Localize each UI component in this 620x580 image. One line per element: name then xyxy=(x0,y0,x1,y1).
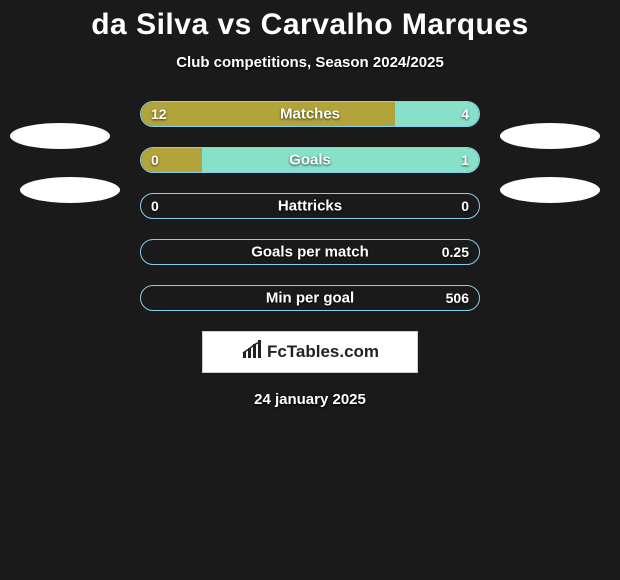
bar-area: 0.25 Goals per match xyxy=(140,239,480,265)
value-right: 0.25 xyxy=(442,244,469,260)
stat-row: 0 0 Hattricks xyxy=(0,193,620,219)
bar-area: 0 1 Goals xyxy=(140,147,480,173)
value-left: 0 xyxy=(151,152,159,168)
value-right: 0 xyxy=(461,198,469,214)
stat-row: 0 1 Goals xyxy=(0,147,620,173)
logo-prefix: Fc xyxy=(267,342,287,361)
bar-area: 0 0 Hattricks xyxy=(140,193,480,219)
page-title: da Silva vs Carvalho Marques xyxy=(0,0,620,42)
logo-text: FcTables.com xyxy=(267,342,379,362)
stat-label: Goals per match xyxy=(251,244,369,261)
bar-area: 506 Min per goal xyxy=(140,285,480,311)
value-left: 0 xyxy=(151,198,159,214)
comparison-card: da Silva vs Carvalho Marques Club compet… xyxy=(0,0,620,580)
bar-chart-icon xyxy=(241,340,263,365)
date: 24 january 2025 xyxy=(0,391,620,408)
bar-area: 12 4 Matches xyxy=(140,101,480,127)
logo-suffix: Tables.com xyxy=(287,342,379,361)
stat-row: 12 4 Matches xyxy=(0,101,620,127)
bar-left xyxy=(141,102,395,126)
value-right: 506 xyxy=(446,290,469,306)
stat-label: Goals xyxy=(289,152,331,169)
value-right: 1 xyxy=(461,152,469,168)
stat-row: 506 Min per goal xyxy=(0,285,620,311)
bar-right xyxy=(202,148,479,172)
stat-label: Matches xyxy=(280,106,340,123)
subtitle: Club competitions, Season 2024/2025 xyxy=(0,54,620,71)
logo-box: FcTables.com xyxy=(202,331,418,373)
stat-row: 0.25 Goals per match xyxy=(0,239,620,265)
stat-label: Min per goal xyxy=(266,290,354,307)
value-left: 12 xyxy=(151,106,167,122)
value-right: 4 xyxy=(461,106,469,122)
stat-label: Hattricks xyxy=(278,198,342,215)
